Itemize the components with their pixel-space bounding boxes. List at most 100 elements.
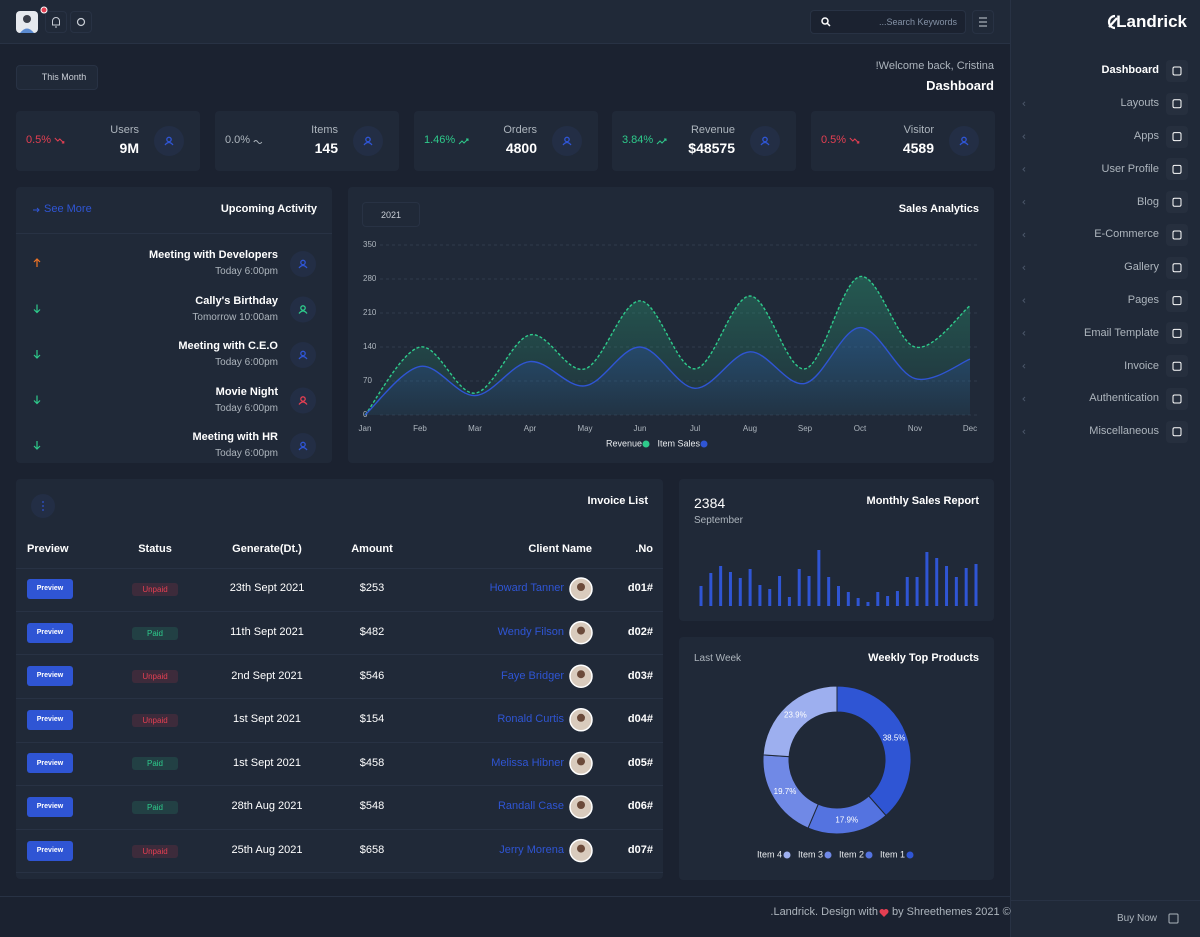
preview-label[interactable]: Preview <box>36 715 64 723</box>
stat-change: 1.46% <box>424 134 456 147</box>
x-tick-label: Oct <box>854 424 867 433</box>
icon-glyph <box>300 396 306 402</box>
icon-glyph <box>300 441 306 448</box>
menu-icon <box>1172 394 1182 404</box>
activity-icon-bg <box>290 433 316 459</box>
y-tick-label: 140 <box>363 342 377 351</box>
sales-title: Sales Analytics <box>898 203 979 216</box>
activity-icon-bg <box>290 342 316 368</box>
preview-button[interactable] <box>27 709 73 730</box>
status: Unpaid <box>142 715 168 725</box>
menu-icon <box>1172 328 1182 338</box>
table-rule <box>16 785 663 786</box>
settings-button[interactable] <box>70 11 92 33</box>
preview-button[interactable] <box>27 797 73 817</box>
client-name[interactable]: Wendy Filson <box>497 625 564 638</box>
menu-item[interactable]: Apps <box>1133 129 1159 142</box>
preview-button[interactable] <box>27 622 73 643</box>
menu-item[interactable]: Authentication <box>1089 392 1159 405</box>
menu-icon <box>1172 427 1182 437</box>
preview-button[interactable] <box>27 666 73 687</box>
client-name[interactable]: Jerry Morena <box>499 843 564 856</box>
invoice-card <box>16 479 663 879</box>
menu-item[interactable]: Invoice <box>1124 359 1159 372</box>
stat-value: 145 <box>314 140 338 157</box>
preview-label[interactable]: Preview <box>36 759 64 767</box>
sidebar <box>1010 0 1200 937</box>
preview-label[interactable]: Preview <box>36 846 64 854</box>
bar <box>758 585 762 606</box>
menu-chevron <box>1022 232 1026 238</box>
preview-label[interactable]: Preview <box>36 628 64 636</box>
filter-button[interactable] <box>16 65 98 90</box>
bar <box>846 592 850 606</box>
notifications-button[interactable] <box>45 11 67 33</box>
slice-label: 19.7% <box>774 787 797 796</box>
preview-label[interactable]: Preview <box>36 803 64 811</box>
trend-icon <box>849 137 860 144</box>
menu-item[interactable]: E-Commerce <box>1094 228 1159 241</box>
table-rule <box>16 654 663 655</box>
preview-button[interactable] <box>27 579 73 599</box>
client-name[interactable]: Melissa Hibner <box>491 756 564 769</box>
icon-glyph <box>365 136 371 143</box>
invoice-number: d05# <box>627 756 653 769</box>
preview-label[interactable]: Preview <box>36 672 64 680</box>
activity-icon-bg <box>290 387 316 414</box>
menu-item[interactable]: Dashboard <box>1101 64 1159 77</box>
preview-label[interactable]: Preview <box>36 585 64 593</box>
legend-swatch <box>906 851 914 859</box>
client-avatar-head <box>577 583 585 591</box>
menu-icon <box>1172 99 1182 109</box>
client-name[interactable]: Ronald Curtis <box>497 713 564 726</box>
activity-divider <box>16 233 332 234</box>
bar <box>856 598 860 606</box>
buy-now[interactable]: Buy Now <box>1116 913 1157 924</box>
preview-button[interactable] <box>27 840 73 861</box>
menu-item[interactable]: Gallery <box>1124 261 1159 274</box>
date: 2nd Sept 2021 <box>231 669 303 682</box>
status: Unpaid <box>142 846 168 856</box>
filter-label: This Month <box>41 71 87 82</box>
amount: $154 <box>359 713 385 726</box>
stat-icon-bg <box>750 126 780 156</box>
amount: $658 <box>359 843 385 856</box>
bar <box>954 577 958 606</box>
icon-glyph <box>959 141 969 146</box>
see-more[interactable]: See More <box>44 203 92 216</box>
client-name[interactable]: Faye Bridger <box>501 669 564 682</box>
year-button[interactable] <box>362 202 420 227</box>
client-name[interactable]: Howard Tanner <box>489 582 564 595</box>
bar <box>886 596 890 606</box>
table-rule <box>16 829 663 830</box>
menu-item[interactable]: User Profile <box>1101 162 1159 175</box>
stat-icon-bg <box>949 126 979 156</box>
client-avatar-head <box>577 757 585 766</box>
menu-icon-box <box>1166 388 1188 410</box>
menu-item[interactable]: Layouts <box>1120 97 1159 110</box>
preview-button[interactable] <box>27 753 73 774</box>
direction-arrow <box>33 350 41 359</box>
sidebar-footer <box>1010 900 1200 937</box>
date: 1st Sept 2021 <box>233 713 301 726</box>
status: Paid <box>146 802 163 812</box>
stat-icon-bg <box>154 126 184 156</box>
y-tick-label: 70 <box>363 376 372 385</box>
menu-item[interactable]: Pages <box>1127 293 1159 306</box>
menu-button[interactable] <box>972 10 994 34</box>
search-box[interactable] <box>810 10 966 34</box>
client-name[interactable]: Randall Case <box>497 800 564 813</box>
x-tick-label: Sep <box>798 424 813 433</box>
menu-item[interactable]: Email Template <box>1084 326 1159 339</box>
invoice-number: d01# <box>627 582 653 595</box>
bar <box>905 577 909 606</box>
bar <box>876 592 880 606</box>
date: 28th Aug 2021 <box>231 800 303 813</box>
search-placeholder: ...Search Keywords <box>878 16 957 27</box>
legend-label: Item 3 <box>798 849 823 859</box>
monthly-title: Monthly Sales Report <box>866 495 979 508</box>
menu-item[interactable]: Blog <box>1136 195 1159 208</box>
icon-glyph <box>298 264 308 269</box>
menu-item[interactable]: Miscellaneous <box>1089 425 1159 438</box>
